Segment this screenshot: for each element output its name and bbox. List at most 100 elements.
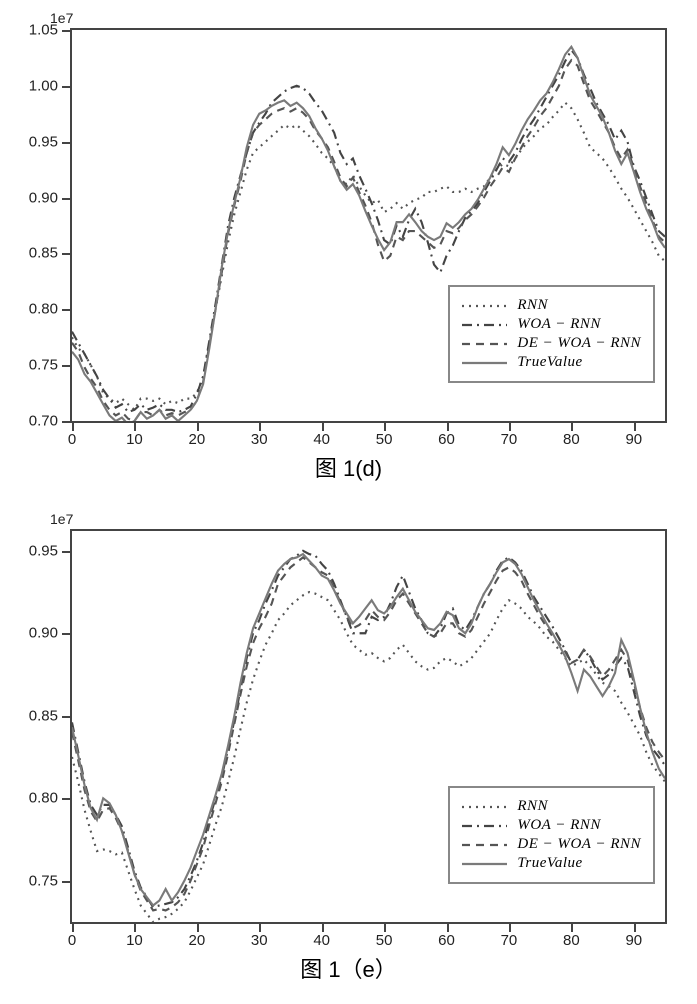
chart-e-plot: RNN WOA − RNN DE − WOA − RNN TrueValue 0… — [70, 529, 667, 924]
x-label: 90 — [625, 431, 642, 448]
legend-sample — [462, 800, 507, 814]
x-label: 60 — [438, 932, 455, 949]
x-label: 90 — [625, 932, 642, 949]
legend-label: TrueValue — [517, 354, 582, 371]
legend-label: DE − WOA − RNN — [517, 335, 641, 352]
x-tick — [322, 924, 324, 932]
x-tick — [72, 924, 74, 932]
y-label: 0.95 — [29, 133, 58, 150]
x-tick — [634, 423, 636, 431]
x-label: 50 — [376, 431, 393, 448]
legend-sample — [462, 299, 507, 313]
legend-row: DE − WOA − RNN — [462, 836, 641, 853]
x-tick — [447, 924, 449, 932]
x-tick — [509, 924, 511, 932]
legend-row: TrueValue — [462, 855, 641, 872]
y-tick — [62, 198, 70, 200]
y-tick — [62, 309, 70, 311]
legend-sample — [462, 337, 507, 351]
chart-e-caption: 图 1（e） — [15, 952, 682, 984]
x-label: 20 — [188, 431, 205, 448]
chart-d-caption: 图 1(d) — [15, 451, 682, 483]
x-label: 80 — [563, 431, 580, 448]
x-tick — [322, 423, 324, 431]
x-label: 70 — [501, 932, 518, 949]
x-label: 50 — [376, 932, 393, 949]
x-tick — [134, 924, 136, 932]
legend-row: WOA − RNN — [462, 817, 641, 834]
x-label: 0 — [68, 932, 76, 949]
y-tick — [62, 551, 70, 553]
chart-d: 1e7 RNN WOA − RNN DE − WOA − RNN TrueVal… — [15, 10, 682, 503]
legend-row: WOA − RNN — [462, 316, 641, 333]
y-label: 0.75 — [29, 872, 58, 889]
x-tick — [72, 423, 74, 431]
y-tick — [62, 881, 70, 883]
legend-label: WOA − RNN — [517, 817, 601, 834]
legend-sample — [462, 838, 507, 852]
y-label: 0.85 — [29, 245, 58, 262]
x-label: 20 — [188, 932, 205, 949]
chart-e-scale-label: 1e7 — [15, 511, 682, 527]
x-tick — [134, 423, 136, 431]
y-label: 0.85 — [29, 707, 58, 724]
y-label: 0.70 — [29, 413, 58, 430]
x-tick — [259, 924, 261, 932]
y-label: 0.75 — [29, 357, 58, 374]
x-label: 30 — [251, 431, 268, 448]
legend-row: TrueValue — [462, 354, 641, 371]
y-label: 1.05 — [29, 22, 58, 39]
legend-row: RNN — [462, 297, 641, 314]
y-tick — [62, 716, 70, 718]
y-tick — [62, 253, 70, 255]
x-tick — [509, 423, 511, 431]
x-label: 60 — [438, 431, 455, 448]
chart-d-scale-label: 1e7 — [15, 10, 682, 26]
y-label: 1.00 — [29, 77, 58, 94]
x-tick — [197, 924, 199, 932]
x-tick — [384, 924, 386, 932]
legend-label: DE − WOA − RNN — [517, 836, 641, 853]
x-label: 0 — [68, 431, 76, 448]
y-label: 0.90 — [29, 625, 58, 642]
y-tick — [62, 365, 70, 367]
y-label: 0.90 — [29, 189, 58, 206]
legend-sample — [462, 819, 507, 833]
x-tick — [384, 423, 386, 431]
chart-d-legend: RNN WOA − RNN DE − WOA − RNN TrueValue — [448, 285, 655, 383]
x-label: 10 — [126, 431, 143, 448]
y-label: 0.80 — [29, 301, 58, 318]
chart-e: 1e7 RNN WOA − RNN DE − WOA − RNN TrueVal… — [15, 511, 682, 1004]
y-tick — [62, 633, 70, 635]
x-label: 40 — [313, 932, 330, 949]
y-tick — [62, 421, 70, 423]
x-label: 80 — [563, 932, 580, 949]
chart-d-plot: RNN WOA − RNN DE − WOA − RNN TrueValue 0… — [70, 28, 667, 423]
y-label: 0.80 — [29, 790, 58, 807]
x-label: 40 — [313, 431, 330, 448]
legend-label: RNN — [517, 798, 548, 815]
x-label: 30 — [251, 932, 268, 949]
legend-row: RNN — [462, 798, 641, 815]
legend-sample — [462, 356, 507, 370]
x-tick — [571, 423, 573, 431]
legend-label: RNN — [517, 297, 548, 314]
legend-row: DE − WOA − RNN — [462, 335, 641, 352]
legend-label: TrueValue — [517, 855, 582, 872]
y-label: 0.95 — [29, 542, 58, 559]
x-tick — [197, 423, 199, 431]
x-label: 70 — [501, 431, 518, 448]
legend-sample — [462, 318, 507, 332]
x-tick — [447, 423, 449, 431]
x-label: 10 — [126, 932, 143, 949]
chart-e-legend: RNN WOA − RNN DE − WOA − RNN TrueValue — [448, 786, 655, 884]
x-tick — [634, 924, 636, 932]
y-tick — [62, 142, 70, 144]
y-tick — [62, 86, 70, 88]
y-tick — [62, 30, 70, 32]
y-tick — [62, 798, 70, 800]
x-tick — [259, 423, 261, 431]
x-tick — [571, 924, 573, 932]
legend-label: WOA − RNN — [517, 316, 601, 333]
legend-sample — [462, 857, 507, 871]
